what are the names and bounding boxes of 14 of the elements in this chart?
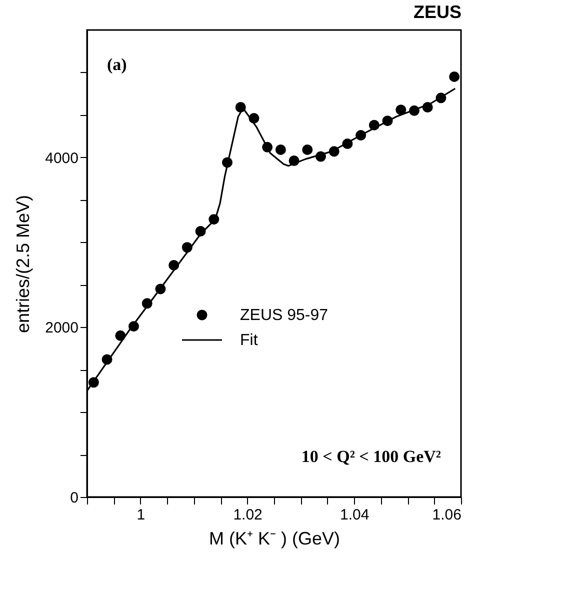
legend-label: Fit (240, 332, 258, 349)
chart-title: ZEUS (413, 2, 462, 22)
x-tick-label: 1.06 (432, 506, 462, 524)
x-tick-label: 1 (136, 506, 146, 524)
y-tick-label: 2000 (45, 320, 78, 337)
y-axis-title: entries/(2.5 MeV) (13, 194, 34, 334)
y-tick-label: 0 (70, 490, 78, 506)
x-tick-label: 1.02 (233, 506, 262, 524)
y-tick-label: 4000 (45, 150, 78, 167)
annotation: 10 < Q² < 100 GeV² (301, 447, 441, 466)
legend-label: ZEUS 95-97 (240, 307, 328, 324)
annotation: (a) (107, 55, 127, 74)
x-tick-label: 1.04 (340, 506, 370, 524)
x-axis-title: M (K⁺ K⁻ ) (GeV) (208, 528, 340, 548)
